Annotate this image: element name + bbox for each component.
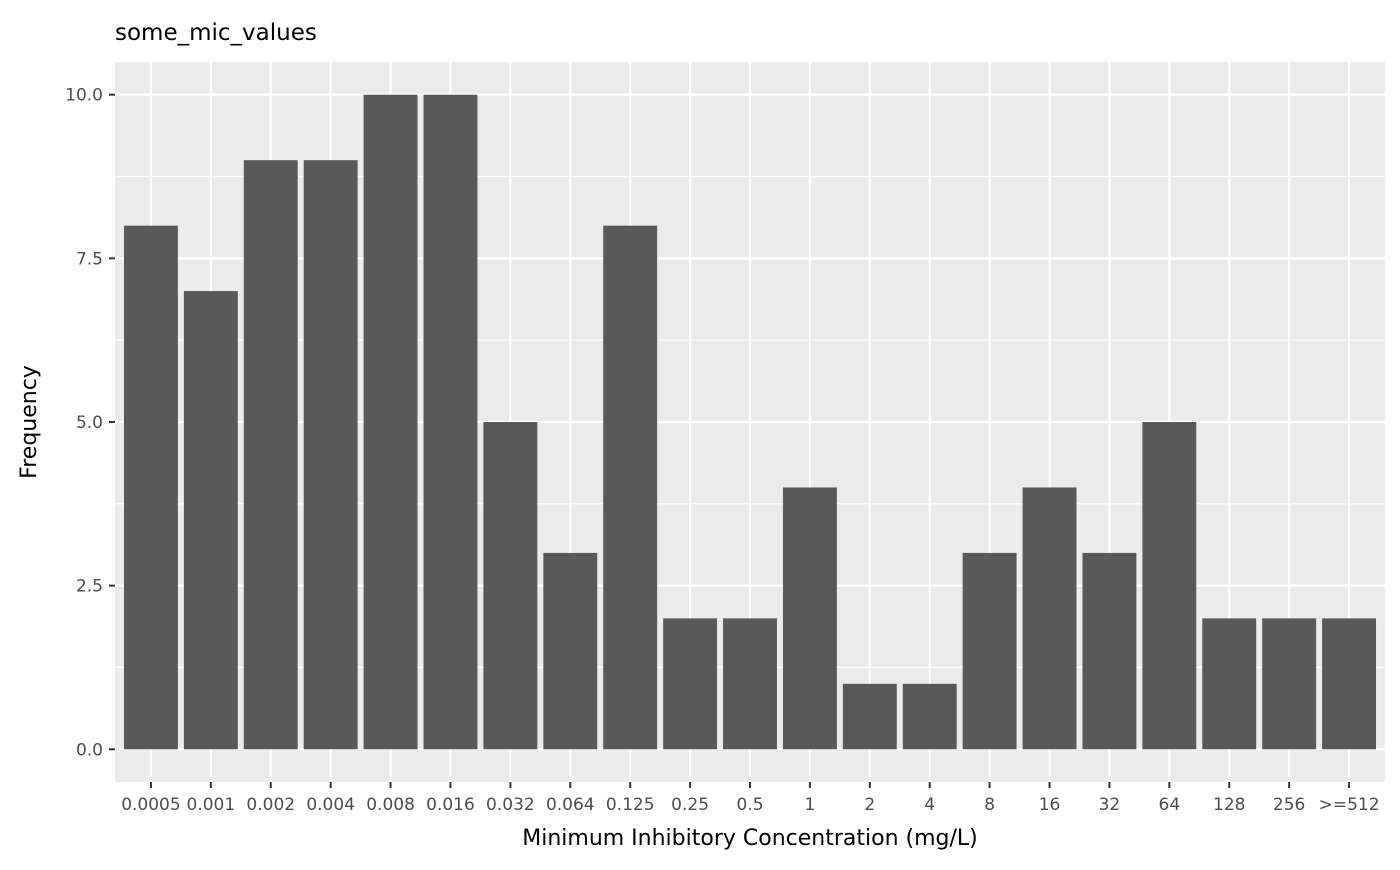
x-tick-label: 0.001	[187, 795, 236, 815]
bar-0.008	[363, 94, 418, 750]
bar-0.016	[423, 94, 478, 750]
x-tick-label: 4	[924, 795, 935, 815]
x-tick-label: 0.002	[246, 795, 295, 815]
y-tick-label: 10.0	[65, 86, 103, 106]
x-tick-label: 0.032	[486, 795, 535, 815]
bar-0.25	[663, 618, 718, 750]
x-tick-label: >=512	[1319, 795, 1380, 815]
bars	[123, 94, 1377, 750]
y-tick-label: 2.5	[76, 577, 103, 597]
x-axis-title: Minimum Inhibitory Concentration (mg/L)	[522, 826, 978, 851]
x-tick-label: 0.016	[426, 795, 475, 815]
bar-32	[1082, 552, 1137, 750]
x-tick-label: 128	[1213, 795, 1245, 815]
y-axis: 0.0 2.5 5.0 7.5 10.0	[65, 86, 115, 760]
x-tick-label: 0.5	[736, 795, 763, 815]
y-axis-title: Frequency	[17, 365, 42, 479]
x-tick-label: 16	[1039, 795, 1061, 815]
x-tick-label: 0.008	[366, 795, 415, 815]
bar-0.002	[243, 160, 298, 750]
bar-256	[1262, 618, 1317, 750]
bar-4	[902, 683, 957, 750]
x-tick-label: 8	[984, 795, 995, 815]
bar->=512	[1322, 618, 1377, 750]
bar-2	[842, 683, 897, 750]
chart-title: some_mic_values	[115, 20, 317, 46]
bar-0.004	[303, 160, 358, 750]
bar-128	[1202, 618, 1257, 750]
bar-16	[1022, 487, 1077, 750]
x-tick-label: 0.064	[546, 795, 595, 815]
bar-0.032	[483, 422, 538, 750]
x-tick-label: 256	[1273, 795, 1305, 815]
bar-64	[1142, 422, 1197, 750]
bar-0.5	[723, 618, 777, 750]
x-tick-label: 0.25	[671, 795, 709, 815]
x-tick-label: 32	[1099, 795, 1121, 815]
bar-1	[782, 487, 837, 750]
x-tick-label: 0.125	[606, 795, 655, 815]
x-tick-label: 64	[1159, 795, 1181, 815]
bar-0.125	[603, 225, 658, 750]
x-tick-label: 2	[864, 795, 875, 815]
x-tick-label: 1	[804, 795, 815, 815]
x-axis: 0.0005 0.001 0.002 0.004 0.008 0.016 0.032 0.06…	[121, 782, 1380, 815]
bar-8	[962, 552, 1017, 750]
y-tick-label: 7.5	[76, 249, 103, 269]
x-tick-label: 0.0005	[121, 795, 180, 815]
x-tick-label: 0.004	[306, 795, 355, 815]
bar-0.0005	[123, 225, 178, 750]
y-tick-label: 5.0	[76, 413, 103, 433]
bar-0.064	[543, 552, 598, 750]
y-tick-label: 0.0	[76, 740, 103, 760]
bar-0.001	[183, 291, 238, 750]
